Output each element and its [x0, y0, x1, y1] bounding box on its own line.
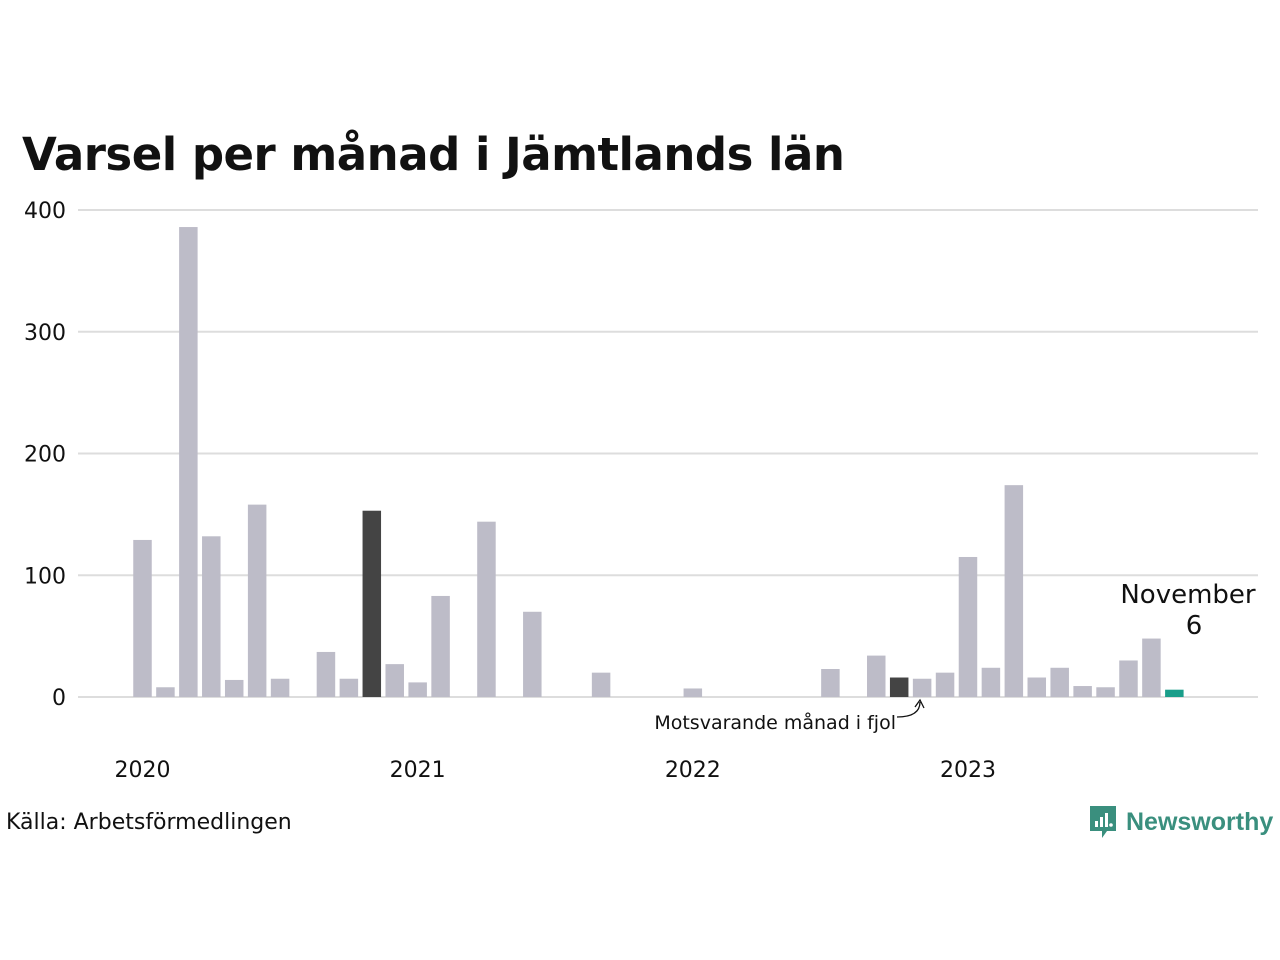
prev-year-annotation: Motsvarande månad i fjol	[654, 711, 896, 734]
bar-2023-02	[981, 667, 1001, 697]
newsworthy-logo-text: Newsworthy	[1126, 807, 1274, 836]
bar-2022-01	[683, 688, 703, 697]
bar-2021-02	[431, 595, 450, 697]
bar-2020-01	[133, 539, 152, 697]
bar-2023-04	[1027, 677, 1047, 697]
bars	[133, 227, 1184, 698]
x-tick-label-2022: 2022	[665, 758, 721, 783]
y-tick-label: 0	[52, 686, 66, 711]
bar-2023-10	[1165, 689, 1184, 697]
bar-2020-07	[270, 678, 290, 697]
bar-2022-10	[889, 677, 909, 697]
bar-2022-12	[935, 672, 955, 697]
bar-2020-05	[224, 679, 244, 697]
bar-2023-06	[1073, 686, 1092, 697]
bar-2021-04	[477, 521, 496, 697]
bar-2020-06	[247, 504, 267, 697]
bar-2021-01	[408, 682, 427, 697]
bar-2023-09	[1142, 638, 1161, 697]
y-axis-ticks: 0 100 200 300 400	[24, 199, 66, 711]
y-tick-label: 300	[24, 321, 66, 346]
bar-2020-11	[362, 510, 382, 697]
x-tick-label-2021: 2021	[390, 758, 446, 783]
newsworthy-logo: Newsworthy	[1088, 804, 1273, 840]
bar-2020-03	[179, 227, 198, 698]
current-month-value: 6	[1186, 611, 1203, 641]
bar-2020-02	[156, 687, 175, 697]
bar-2020-10	[339, 678, 359, 697]
bar-2022-09	[867, 655, 886, 697]
bar-2022-11	[912, 678, 932, 697]
source-note: Källa: Arbetsförmedlingen	[6, 810, 292, 835]
y-tick-label: 100	[24, 564, 66, 589]
bar-2023-01	[958, 556, 978, 697]
prev-year-arrow	[896, 701, 921, 718]
bar-chart: 0 100 200 300 400 2020 2021 2022 2023 Motsvaran…	[24, 199, 1258, 783]
chart-title: Varsel per månad i Jämtlands län	[22, 128, 845, 181]
y-tick-label: 400	[24, 199, 66, 224]
annotations: Motsvarande månad i fjol November 6	[654, 580, 1256, 734]
prev-year-arrowhead	[914, 698, 925, 709]
x-tick-label-2020: 2020	[115, 758, 171, 783]
bar-2020-04	[202, 536, 221, 697]
bar-2023-03	[1004, 485, 1024, 697]
bar-2022-07	[821, 668, 840, 697]
bar-2021-09	[591, 672, 611, 697]
bar-2023-07	[1096, 687, 1115, 697]
y-tick-label: 200	[24, 443, 66, 468]
bar-2020-12	[385, 664, 404, 697]
newsworthy-logo-icon	[1090, 806, 1116, 838]
x-axis-year-labels: 2020 2021 2022 2023	[115, 758, 996, 783]
bar-2023-08	[1119, 660, 1138, 697]
bar-2023-05	[1050, 667, 1069, 697]
bar-2020-09	[316, 651, 336, 697]
bar-2021-06	[523, 611, 542, 697]
x-tick-label-2023: 2023	[940, 758, 996, 783]
current-month-label: November	[1120, 580, 1256, 610]
